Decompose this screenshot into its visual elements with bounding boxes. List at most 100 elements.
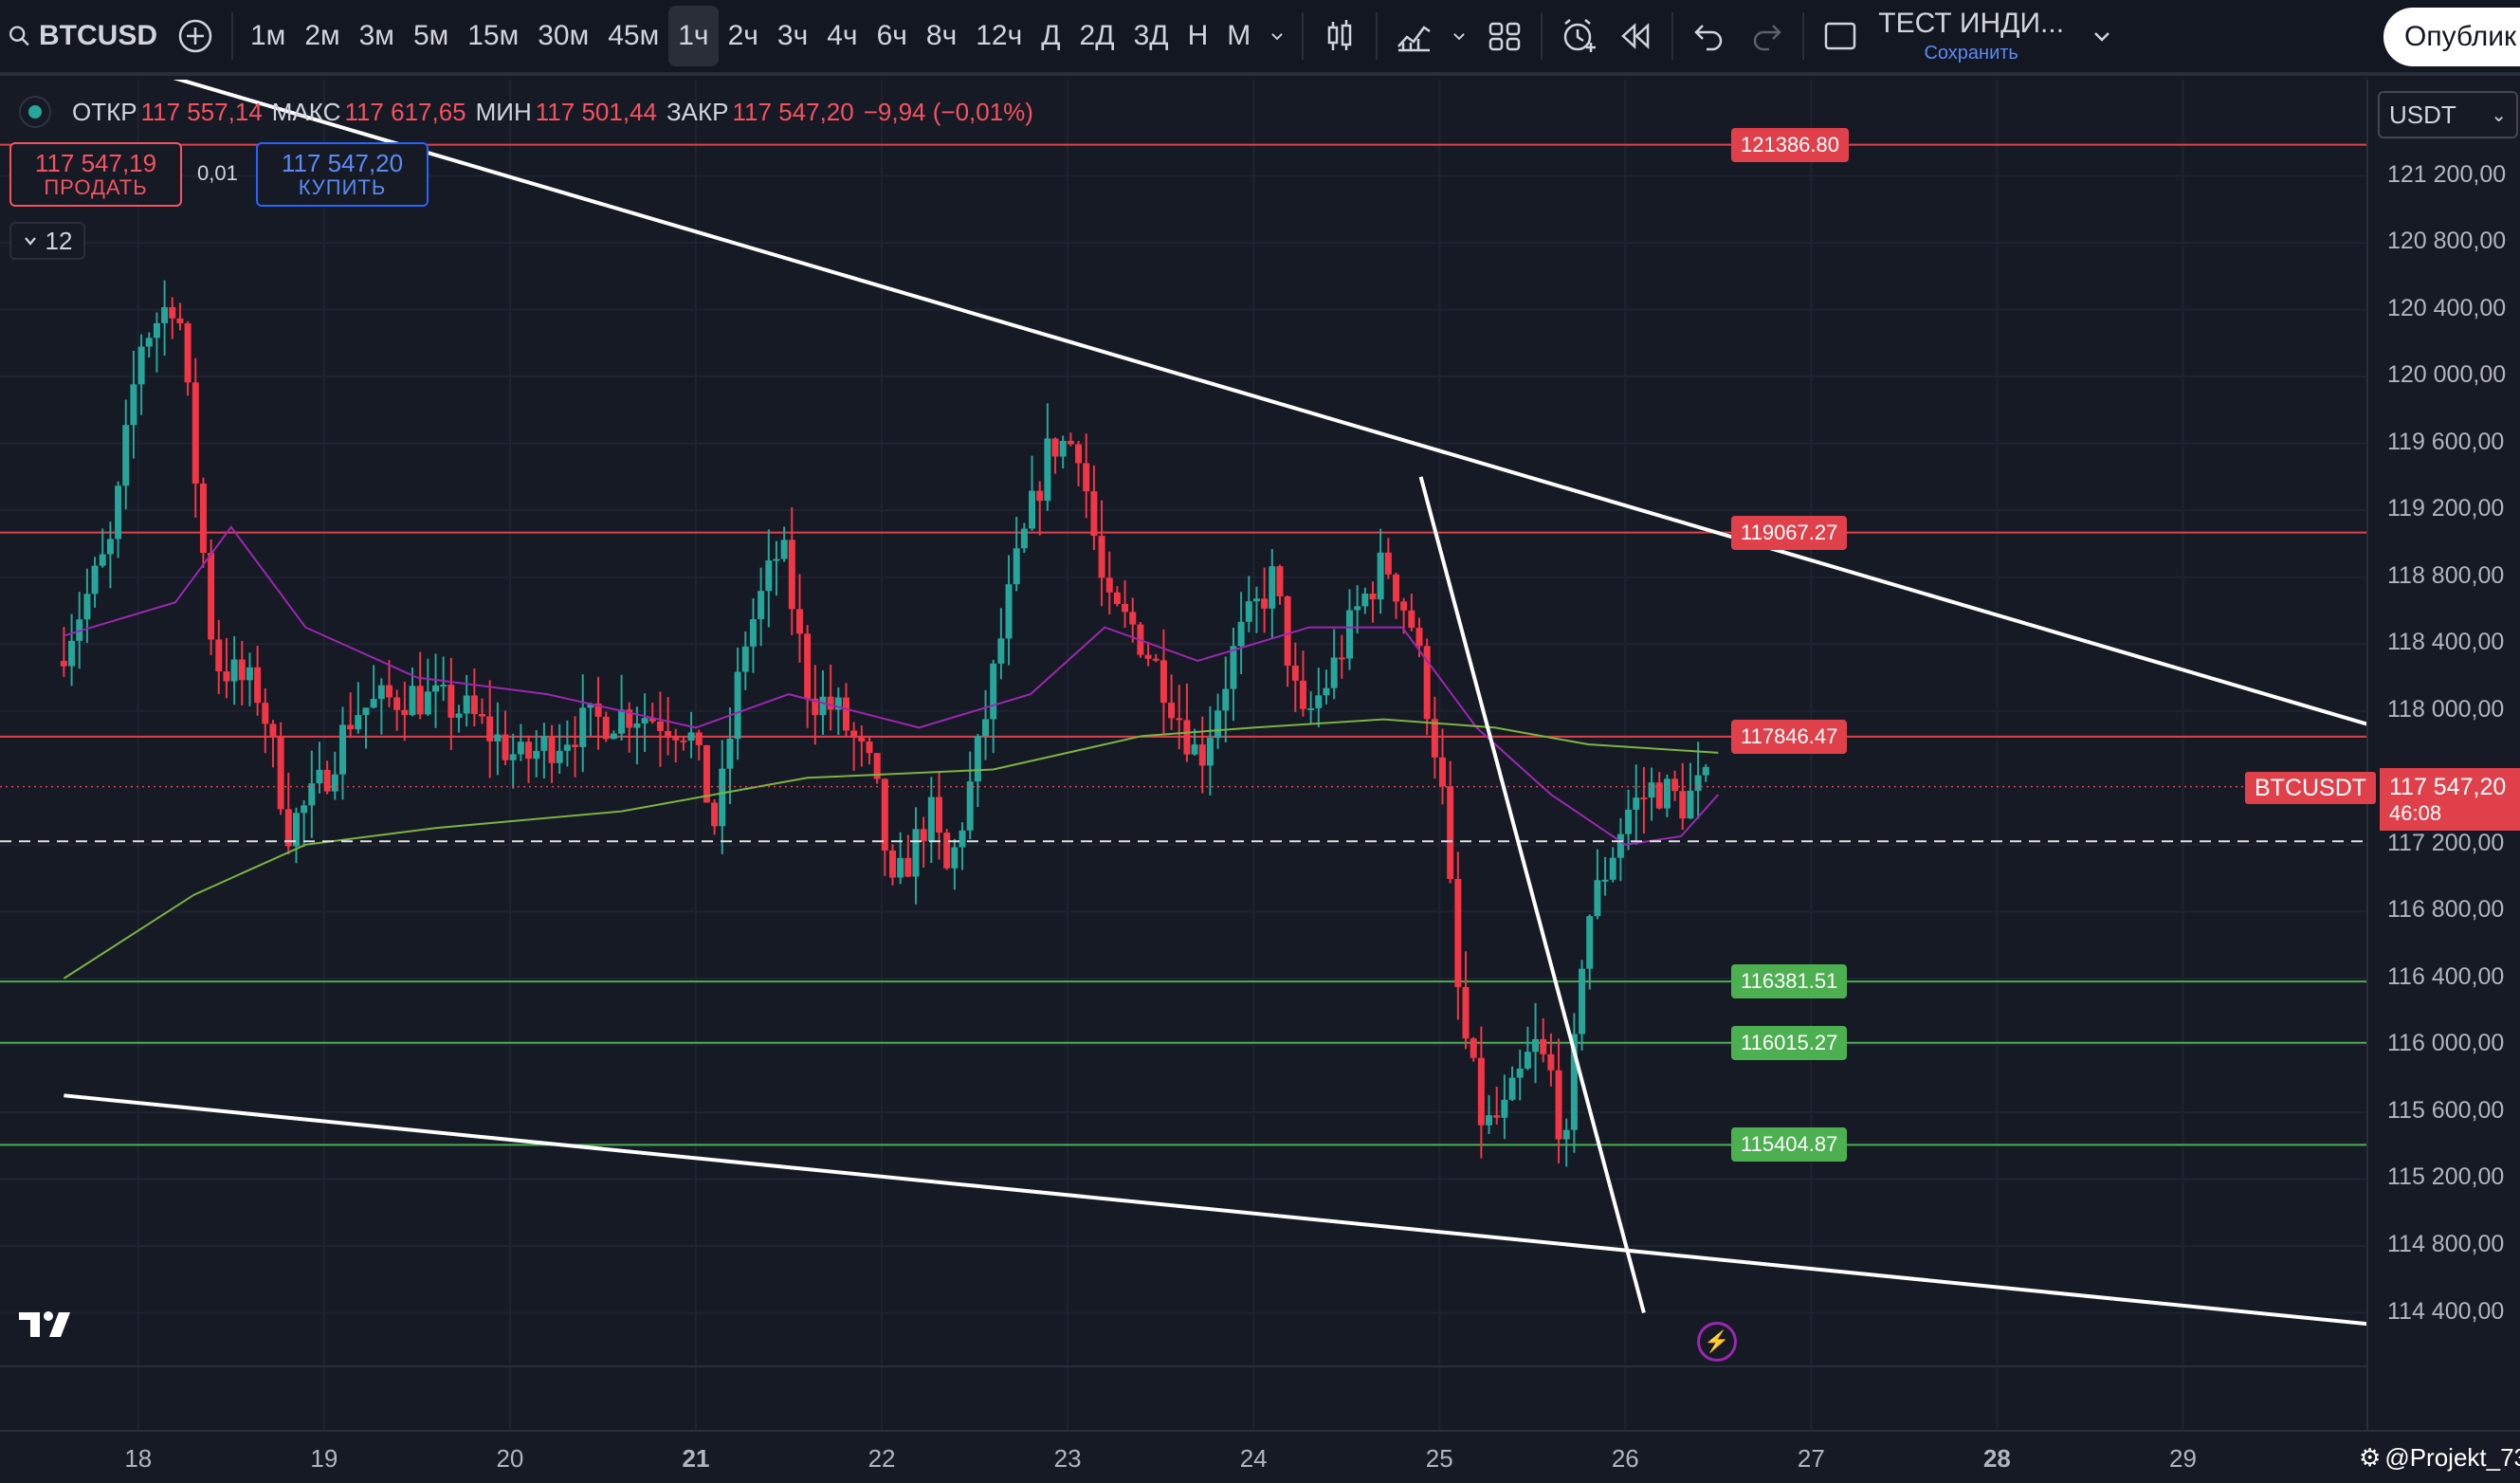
level-label[interactable]: 116015.27 <box>1731 1025 1848 1060</box>
price-tick: 120 400,00 <box>2387 294 2507 321</box>
redo-button[interactable] <box>1738 6 1795 66</box>
templates-button[interactable] <box>1476 6 1533 66</box>
candle-body-up <box>819 696 827 716</box>
candle-body-down <box>648 718 656 722</box>
candle-body-down <box>1493 1115 1501 1118</box>
candle-body-up <box>1579 968 1586 1034</box>
layout-name[interactable]: ТЕСТ ИНДИ... Сохранить <box>1869 9 2073 64</box>
interval-5[interactable]: 30м <box>538 20 590 51</box>
candle-body-up <box>331 774 338 792</box>
candle-body-down <box>1113 592 1121 604</box>
fullscreen-button[interactable] <box>1812 6 1869 66</box>
level-label[interactable]: 119067.27 <box>1731 515 1848 550</box>
price-tick: 119 600,00 <box>2387 428 2505 455</box>
interval-18[interactable]: М <box>1227 20 1251 51</box>
candle-body-up <box>424 691 431 715</box>
candle-body-up <box>734 671 741 740</box>
interval-15[interactable]: 2Д <box>1079 20 1115 51</box>
candle-body-down <box>1423 646 1431 720</box>
candle-body-up <box>137 346 145 385</box>
interval-10[interactable]: 4ч <box>827 20 858 51</box>
price-tick: 121 200,00 <box>2387 160 2507 188</box>
buy-button[interactable]: 117 547,20 КУПИТЬ <box>256 142 429 207</box>
alert-icon <box>1564 19 1597 52</box>
replay-button[interactable] <box>1607 6 1664 66</box>
level-label[interactable]: 116381.51 <box>1731 964 1848 999</box>
undo-button[interactable] <box>1681 6 1738 66</box>
currency-select[interactable]: USDT ⌄ <box>2378 91 2518 138</box>
legend-close-label: ЗАКР <box>666 97 729 126</box>
layout-save-link[interactable]: Сохранить <box>1924 43 2018 64</box>
indicators-collapse-button[interactable]: 12 <box>9 222 85 260</box>
price-scale[interactable] <box>2366 80 2520 1430</box>
candle-body-down <box>594 703 602 717</box>
time-scale[interactable] <box>0 1430 2520 1483</box>
candle-body-up <box>1323 687 1330 696</box>
candle-body-up <box>741 646 749 672</box>
candle-body-up <box>540 736 548 751</box>
toolbar-separator <box>1671 12 1674 60</box>
symbol-search[interactable]: BTCUSD <box>0 6 167 66</box>
candle-body-down <box>1540 1038 1547 1054</box>
interval-4[interactable]: 15м <box>467 20 520 51</box>
candle-body-down <box>1547 1053 1555 1071</box>
toolbar-separator <box>231 12 233 60</box>
candle-body-down <box>176 318 184 323</box>
chart-canvas[interactable] <box>0 80 2366 1430</box>
alert-button[interactable] <box>1550 6 1607 66</box>
candle-body-up <box>587 703 594 708</box>
candle-body-up <box>1191 744 1198 755</box>
candle-body-down <box>208 553 215 640</box>
interval-dropdown[interactable] <box>1260 6 1294 66</box>
candle-body-down <box>1105 577 1113 593</box>
candle-body-up <box>1532 1038 1540 1053</box>
time-tick: 24 <box>1239 1444 1268 1473</box>
interval-12[interactable]: 8ч <box>925 20 958 51</box>
candle-body-down <box>1144 654 1152 659</box>
interval-13[interactable]: 12ч <box>976 20 1023 51</box>
candle-body-up <box>719 768 726 827</box>
indicators-button[interactable] <box>1385 6 1442 66</box>
candle-body-up <box>1486 1115 1493 1126</box>
interval-6[interactable]: 45м <box>608 20 660 51</box>
visibility-toggle[interactable] <box>19 96 51 128</box>
candle-body-down <box>169 306 176 319</box>
candle-body-down <box>1276 566 1284 596</box>
interval-9[interactable]: 3ч <box>776 20 809 51</box>
add-compare-button[interactable] <box>167 6 224 66</box>
legend-change-value: −9,94 (−0,01%) <box>863 97 1033 126</box>
level-label[interactable]: 117846.47 <box>1731 719 1848 754</box>
interval-11[interactable]: 6ч <box>876 20 907 51</box>
interval-1[interactable]: 2м <box>304 20 340 51</box>
tradingview-logo-icon[interactable] <box>17 1307 78 1341</box>
layout-dropdown[interactable] <box>2073 6 2130 66</box>
indicators-dropdown[interactable] <box>1442 6 1476 66</box>
candle-body-up <box>115 485 122 540</box>
candle-body-up <box>1237 621 1245 647</box>
search-icon <box>9 26 29 46</box>
chart-pane[interactable] <box>0 80 2366 1430</box>
lightning-icon[interactable]: ⚡ <box>1697 1322 1737 1362</box>
interval-3[interactable]: 5м <box>412 20 449 51</box>
sell-button[interactable]: 117 547,19 ПРОДАТЬ <box>9 142 182 207</box>
indicators-icon <box>1397 26 1431 52</box>
level-label[interactable]: 115404.87 <box>1731 1127 1848 1163</box>
publish-button[interactable]: Опублик <box>2383 8 2520 66</box>
candle-body-up <box>610 733 617 740</box>
interval-2[interactable]: 3м <box>358 20 394 51</box>
symbol-price-label: BTCUSDT <box>2245 772 2377 804</box>
interval-0[interactable]: 1м <box>250 20 286 51</box>
interval-14[interactable]: Д <box>1041 20 1061 51</box>
interval-16[interactable]: 3Д <box>1133 20 1169 51</box>
level-label[interactable]: 121386.80 <box>1731 127 1849 162</box>
chart-type-button[interactable] <box>1311 6 1368 66</box>
time-tick: 20 <box>496 1444 524 1473</box>
candle-body-up <box>455 713 463 718</box>
interval-17[interactable]: Н <box>1187 20 1209 51</box>
toolbar-separator <box>1541 12 1543 60</box>
interval-8[interactable]: 2ч <box>727 20 758 51</box>
legend-close-value: 117 547,20 <box>732 97 854 126</box>
candle-body-up <box>246 667 253 681</box>
candle-body-down <box>1090 491 1098 537</box>
interval-7[interactable]: 1ч <box>668 6 719 66</box>
